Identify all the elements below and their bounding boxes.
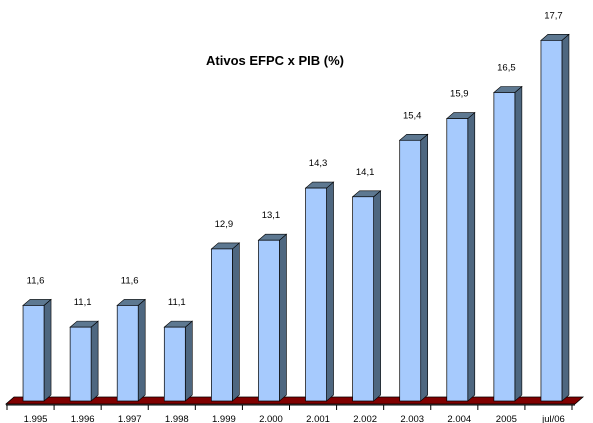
bar-side [561,33,570,402]
bar-side [90,320,99,402]
bar-side [184,320,193,402]
data-label: 12,9 [215,219,234,230]
bar-2.001 [304,181,335,402]
bar-2.002 [351,190,382,402]
bar-side [420,133,429,402]
data-label: 11,1 [168,297,186,308]
bar-side [232,242,240,402]
bar-2.003 [398,133,429,402]
bar-side [467,111,476,402]
data-label: 14,1 [356,167,375,178]
data-label: 14,3 [309,158,328,169]
tick-label: 2005 [496,414,517,423]
bar-front [446,118,469,402]
bar-front [540,39,563,402]
bar-front [163,326,186,402]
bar-1.996 [69,320,99,402]
bar-2005 [493,85,523,402]
bar-front [352,196,374,402]
data-labels-group: 11,6 11,1 11,6 11,1 12,9 13,1 14,3 14,1 15,4 15,9… [27,10,563,308]
bar-2.004 [445,111,476,402]
bar-1.995 [22,298,52,402]
bar-front [493,92,516,402]
data-label: 15,9 [450,89,469,100]
tick-label: 2.002 [353,414,377,423]
bar-jul/06 [540,33,570,402]
bar-front [305,187,327,402]
bar-front [258,239,280,402]
bar-1.997 [116,298,147,402]
tick-label: 1.996 [71,414,95,423]
chart-title: Ativos EFPC x PIB (%) [206,53,344,68]
tick-label: 1.997 [118,414,142,423]
bar-front [211,248,233,402]
tick-label: jul/06 [541,414,565,423]
bar-side [514,85,523,402]
data-label: 11,6 [27,275,45,286]
data-label: 15,4 [403,110,422,121]
bar-side [326,181,334,402]
data-label: 13,1 [262,210,281,221]
bar-1.999 [210,242,241,402]
bar-side [137,298,146,402]
tick-label: 2.000 [259,414,283,423]
bar-side [43,298,52,402]
x-axis-tick-labels: 1.995 1.996 1.997 1.998 1.999 2.000 2.001 2.002… [24,414,565,423]
bar-front [69,326,92,402]
data-label: 17,7 [544,10,563,21]
tick-label: 2.003 [400,414,424,423]
bar-front [399,139,422,402]
data-label: 11,1 [74,297,92,308]
floor-plane [4,396,585,405]
tick-label: 1.995 [24,414,48,423]
tick-label: 2.001 [306,414,330,423]
data-label: 11,6 [121,275,139,286]
bar-1.998 [163,320,194,402]
tick-label: 1.999 [212,414,236,423]
bar-front [22,305,45,402]
data-label: 16,5 [497,62,516,73]
bar-2.000 [257,233,288,402]
bar-side [373,190,381,402]
bar-side [279,233,287,402]
tick-label: 1.998 [165,414,189,423]
bars-group [22,33,570,402]
chart-floor [4,396,585,410]
bar-front [116,305,139,402]
tick-label: 2.004 [447,414,471,423]
